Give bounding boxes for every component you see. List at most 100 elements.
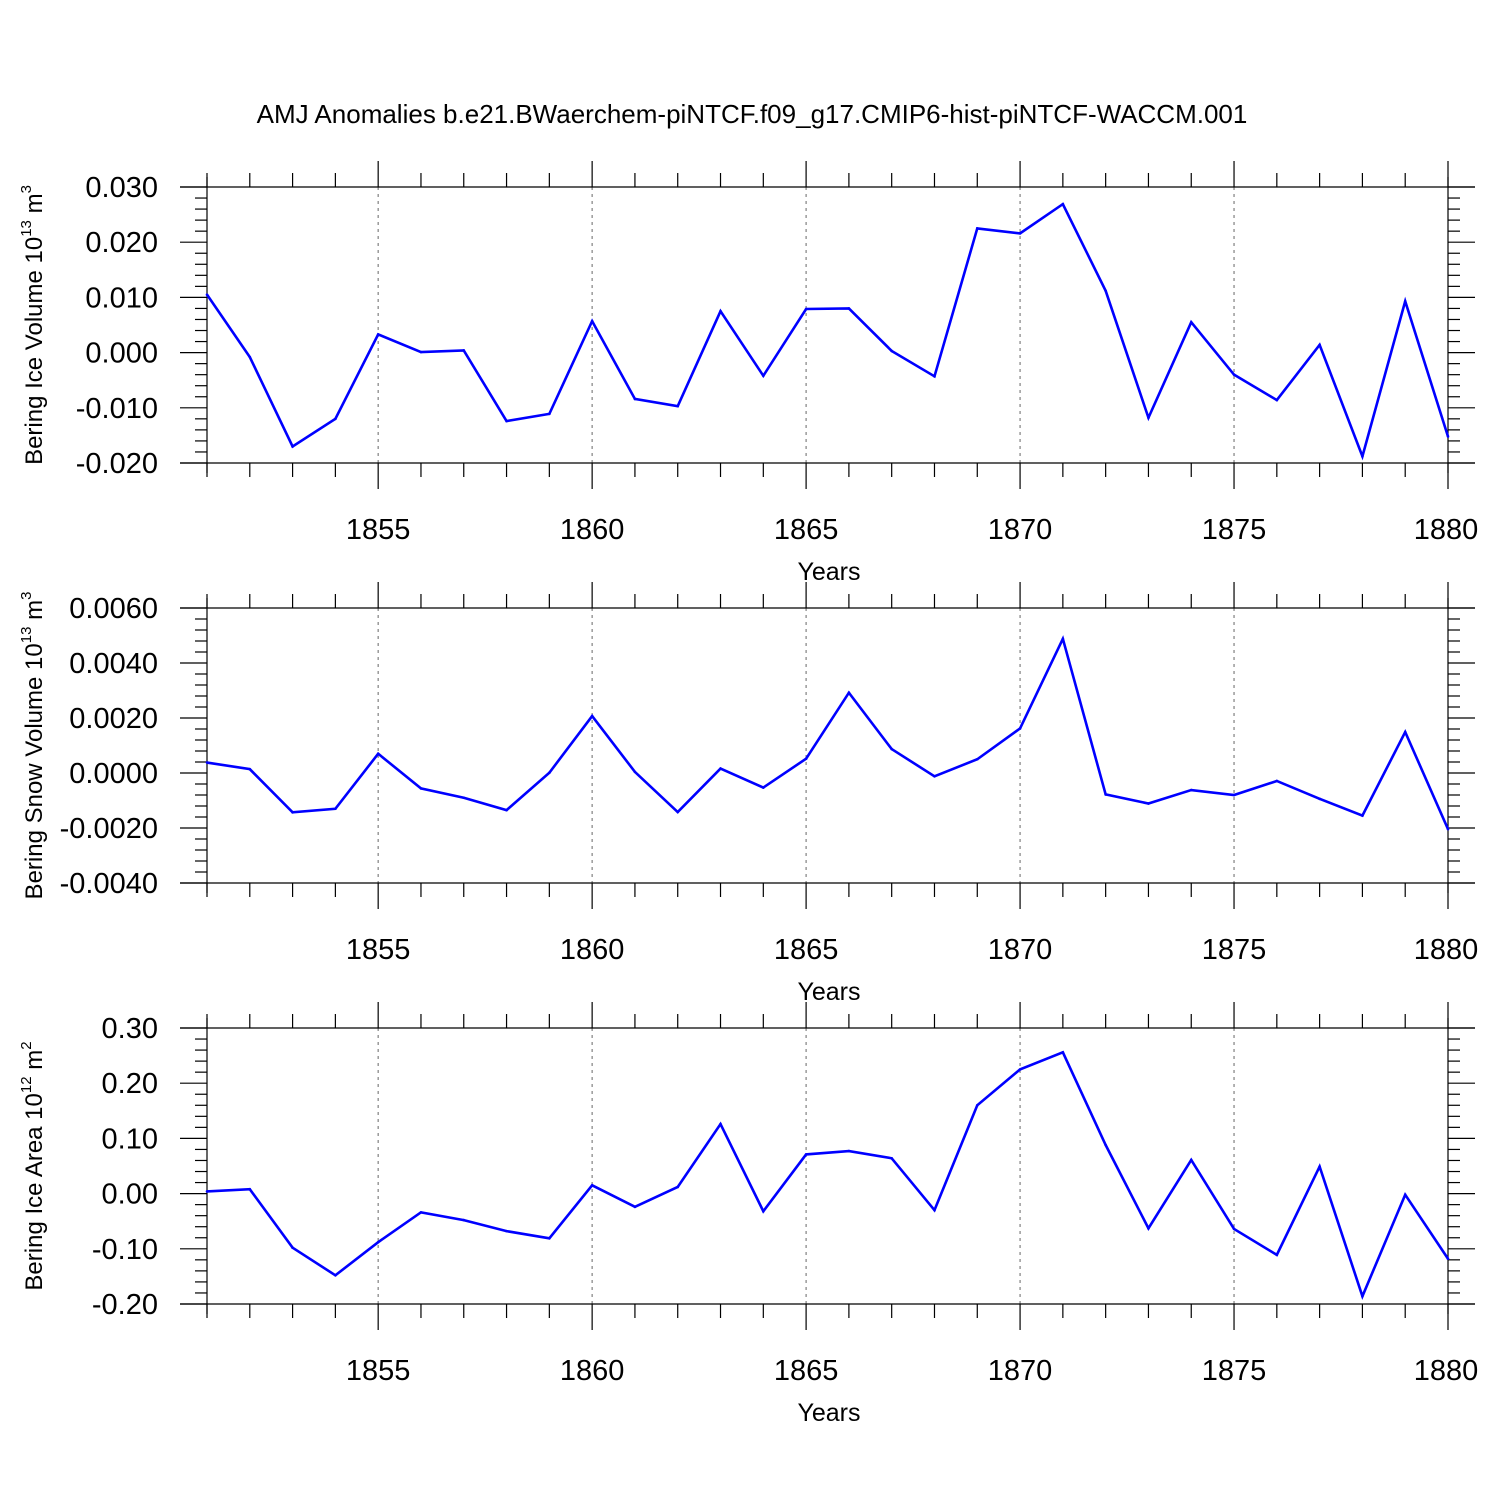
data-point — [933, 1208, 936, 1212]
y-tick-label: -0.10 — [92, 1234, 158, 1266]
data-point — [1189, 1158, 1193, 1162]
data-point — [1318, 1165, 1321, 1168]
x-tick-label: 1880 — [1414, 1355, 1479, 1387]
data-point — [462, 349, 466, 352]
data-point — [590, 714, 594, 718]
x-tick-label: 1860 — [560, 1355, 625, 1387]
data-point — [419, 787, 423, 790]
data-point — [804, 307, 808, 311]
x-tick-label: 1855 — [346, 514, 411, 546]
data-point — [975, 227, 979, 230]
data-point — [633, 770, 637, 774]
data-point — [1018, 727, 1022, 730]
x-tick-label: 1880 — [1414, 514, 1479, 546]
data-point — [1361, 1294, 1364, 1298]
y-tick-label: 0.10 — [102, 1123, 158, 1155]
data-point — [291, 1246, 294, 1249]
data-point — [419, 1211, 423, 1214]
y-tick-label: 0.0020 — [69, 703, 158, 735]
data-point — [291, 445, 294, 448]
data-point — [933, 375, 936, 378]
data-point — [1318, 343, 1321, 347]
data-point — [248, 355, 252, 359]
data-point — [334, 417, 337, 421]
data-point — [376, 1240, 380, 1244]
data-point — [1104, 289, 1107, 293]
y-tick-label: -0.20 — [92, 1289, 158, 1321]
data-point — [376, 333, 380, 336]
data-point — [847, 307, 851, 310]
x-tick-label: 1865 — [774, 934, 839, 966]
data-point — [1275, 398, 1279, 402]
x-tick-label: 1865 — [774, 1355, 839, 1387]
data-point — [548, 771, 551, 775]
data-point — [1018, 232, 1022, 235]
data-point — [719, 309, 722, 313]
data-point — [1446, 1257, 1450, 1261]
data-point — [205, 761, 209, 764]
data-point — [762, 786, 765, 789]
data-point — [847, 1149, 851, 1153]
panel-2: -0.0040 -0.0020 0.0000 0.0020 0.0040 0.0060 18… — [18, 582, 1478, 1006]
data-point — [719, 1122, 722, 1126]
data-point — [804, 1153, 808, 1156]
data-point — [933, 775, 936, 778]
y-tick-label: 0.00 — [102, 1179, 158, 1211]
data-point — [890, 1156, 893, 1160]
data-point — [1361, 455, 1364, 458]
panel-1: -0.020 -0.010 0.000 0.010 0.020 0.030 1855 1860… — [18, 161, 1478, 586]
x-tick-label: 1875 — [1202, 1355, 1267, 1387]
y-tick-label: 0.30 — [102, 1013, 158, 1045]
data-point — [804, 757, 808, 760]
data-point — [676, 404, 680, 408]
data-point — [1189, 788, 1193, 792]
y-tick-label: 0.0040 — [69, 648, 158, 680]
data-point — [1403, 730, 1407, 734]
y-axis-label: Bering Snow Volume 1013 m3 — [18, 592, 48, 900]
y-axis-label: Bering Ice Area 1012 m2 — [18, 1041, 48, 1290]
data-point — [205, 293, 209, 296]
data-point — [1232, 1227, 1236, 1231]
data-point — [334, 1273, 337, 1277]
data-point — [676, 810, 680, 814]
figure-title: AMJ Anomalies b.e21.BWaerchem-piNTCF.f09… — [257, 99, 1248, 129]
data-point — [505, 419, 508, 423]
x-tick-label: 1880 — [1414, 934, 1479, 966]
data-point — [505, 808, 508, 812]
data-point — [462, 796, 466, 800]
data-point — [548, 412, 551, 416]
x-tick-label: 1860 — [560, 514, 625, 546]
data-point — [1189, 320, 1193, 324]
data-point — [1275, 1253, 1279, 1257]
series-line — [206, 635, 1450, 830]
data-point — [975, 757, 979, 761]
data-point — [1403, 1193, 1407, 1197]
data-point — [1232, 373, 1236, 376]
data-point — [762, 1209, 765, 1213]
data-point — [248, 1187, 252, 1191]
y-tick-label: 0.0060 — [69, 593, 158, 625]
x-tick-label: 1875 — [1202, 934, 1267, 966]
data-point — [590, 319, 594, 323]
x-tick-label: 1870 — [988, 514, 1053, 546]
series-line — [205, 202, 1450, 461]
y-tick-label: 0.0000 — [69, 758, 158, 790]
x-axis-label: Years — [797, 978, 860, 1006]
data-point — [1275, 779, 1279, 783]
data-point — [419, 350, 423, 354]
y-tick-label: -0.0020 — [60, 813, 158, 845]
data-point — [847, 691, 851, 694]
y-tick-label: 0.020 — [85, 227, 158, 259]
panel-3: -0.20 -0.10 0.00 0.10 0.20 0.30 1855 1860 1865 18… — [18, 1002, 1478, 1427]
y-tick-label: -0.020 — [76, 448, 158, 480]
data-point — [1446, 435, 1450, 438]
data-point — [1403, 299, 1407, 303]
data-point — [890, 747, 893, 751]
data-point — [1318, 797, 1321, 801]
data-point — [462, 1218, 466, 1222]
data-point — [890, 349, 893, 353]
data-point — [291, 811, 294, 814]
data-point — [1018, 1068, 1022, 1071]
data-point — [505, 1229, 508, 1233]
